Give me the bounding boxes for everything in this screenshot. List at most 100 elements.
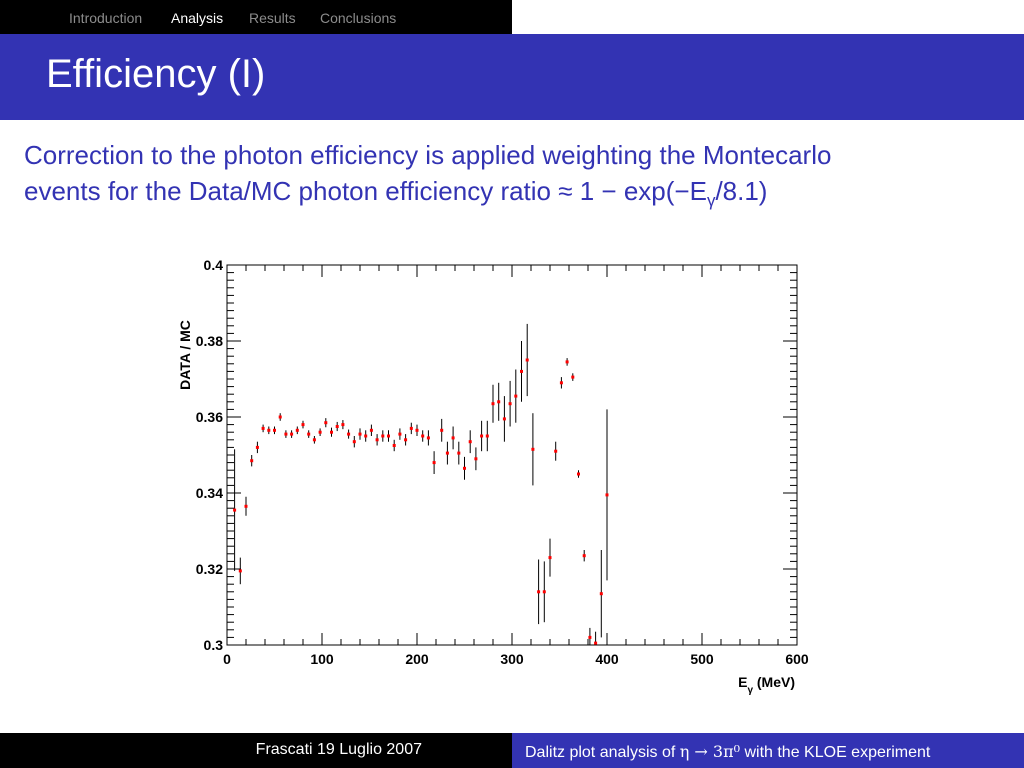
x-tick-label: 100	[310, 651, 334, 667]
footer-talk-pre: Dalitz plot analysis of	[525, 744, 680, 761]
chart-markers	[233, 358, 609, 645]
data-point	[387, 434, 390, 438]
data-point	[369, 428, 373, 432]
x-tick-label: 400	[595, 651, 619, 667]
slide-text: Correction to the photon efficiency is a…	[24, 137, 1024, 219]
data-point	[364, 434, 368, 438]
y-tick-label: 0.38	[196, 333, 223, 349]
chart-axes: 0 100 200 300 400 500 600 0.3 0.32 0.34 0.36 0.38 0.…	[196, 257, 809, 667]
data-point	[537, 590, 541, 594]
data-point	[525, 358, 529, 362]
data-point	[238, 569, 242, 573]
data-point	[485, 434, 489, 438]
data-point	[451, 436, 455, 440]
y-tick-label: 0.36	[196, 409, 223, 425]
y-tick-label: 0.3	[204, 637, 224, 653]
data-point	[432, 461, 436, 465]
chart-error-bars	[234, 323, 608, 645]
nav-item-results[interactable]: Results	[249, 10, 296, 26]
data-point	[559, 381, 563, 385]
data-point	[542, 590, 546, 594]
data-point	[341, 423, 345, 427]
data-point	[440, 428, 444, 432]
data-point	[307, 432, 311, 436]
data-point	[301, 423, 305, 427]
footer-talk-post: with the KLOE experiment	[740, 744, 931, 761]
data-point	[318, 430, 322, 434]
data-point	[457, 451, 461, 455]
section-navigation: Introduction Analysis Results Conclusion…	[0, 0, 512, 34]
x-tick-label: 600	[785, 651, 809, 667]
data-point	[312, 438, 316, 442]
nav-item-analysis[interactable]: Analysis	[171, 10, 224, 26]
slide-text-line1: Correction to the photon efficiency is a…	[24, 140, 832, 170]
slide-text-line2-sub: γ	[706, 191, 716, 210]
data-point	[324, 421, 328, 425]
data-point	[445, 451, 449, 455]
data-point	[267, 428, 271, 432]
efficiency-ratio-chart: 0 100 200 300 400 500 600 0.3 0.32 0.34 0.36 0.38 0.…	[177, 257, 809, 696]
data-point	[261, 426, 265, 430]
data-point	[565, 360, 569, 364]
data-point	[358, 432, 362, 436]
footer-right: Dalitz plot analysis of η → 3π⁰ with the…	[512, 733, 1024, 768]
data-point	[588, 635, 592, 639]
data-point	[392, 444, 396, 447]
data-point	[497, 400, 501, 404]
data-point	[474, 457, 478, 461]
footer: Frascati 19 Luglio 2007 Dalitz plot anal…	[0, 733, 1024, 768]
data-point	[398, 432, 402, 436]
data-point	[463, 466, 466, 470]
data-point	[571, 375, 575, 379]
slide-text-line2: events for the Data/MC photon efficiency…	[24, 173, 1024, 219]
slide-title: Efficiency (I)	[46, 52, 266, 96]
data-point	[352, 440, 356, 444]
data-point	[335, 425, 339, 428]
data-point	[404, 438, 408, 442]
footer-date: Frascati 19 Luglio 2007	[255, 741, 422, 758]
data-point	[330, 430, 333, 434]
data-point	[577, 472, 580, 476]
data-point	[278, 415, 282, 419]
slide-text-line2-pre: events for the Data/MC photon efficiency…	[24, 176, 707, 206]
data-point	[290, 432, 294, 436]
data-point	[508, 402, 512, 406]
data-point	[531, 447, 535, 451]
nav-item-conclusions[interactable]: Conclusions	[320, 10, 397, 26]
data-point	[347, 432, 351, 436]
footer-left: Frascati 19 Luglio 2007	[0, 733, 512, 768]
data-point	[480, 434, 484, 438]
footer-talk-formula: η → 3π⁰	[679, 742, 741, 761]
data-point	[554, 449, 558, 453]
y-tick-label: 0.4	[204, 257, 224, 273]
data-point	[491, 402, 495, 406]
y-tick-label: 0.32	[196, 561, 223, 577]
nav-item-introduction[interactable]: Introduction	[69, 10, 143, 26]
data-point	[250, 459, 254, 463]
title-bar	[0, 34, 1024, 120]
data-point	[233, 508, 237, 512]
x-tick-label: 200	[405, 651, 429, 667]
top-bar: Introduction Analysis Results Conclusion…	[0, 0, 1024, 34]
data-point	[284, 432, 288, 436]
data-point	[244, 504, 248, 508]
slide-text-line2-post: /8.1)	[715, 176, 768, 206]
data-point	[594, 641, 598, 645]
data-point	[255, 445, 259, 449]
x-axis-label-unit: (MeV)	[753, 674, 795, 690]
data-point	[381, 434, 385, 438]
data-point	[548, 556, 552, 560]
data-point	[426, 436, 430, 440]
data-point	[273, 428, 276, 432]
plot-frame	[226, 264, 798, 646]
footer-talk-title: Dalitz plot analysis of η → 3π⁰ with the…	[525, 742, 930, 762]
data-point	[421, 434, 425, 438]
data-point	[409, 426, 413, 430]
x-tick-label: 300	[500, 651, 524, 667]
x-axis-label-text: E	[738, 674, 747, 690]
data-point	[520, 369, 523, 373]
data-point	[514, 394, 518, 398]
data-point	[582, 554, 586, 558]
data-point	[375, 438, 379, 442]
x-tick-label: 0	[223, 651, 231, 667]
